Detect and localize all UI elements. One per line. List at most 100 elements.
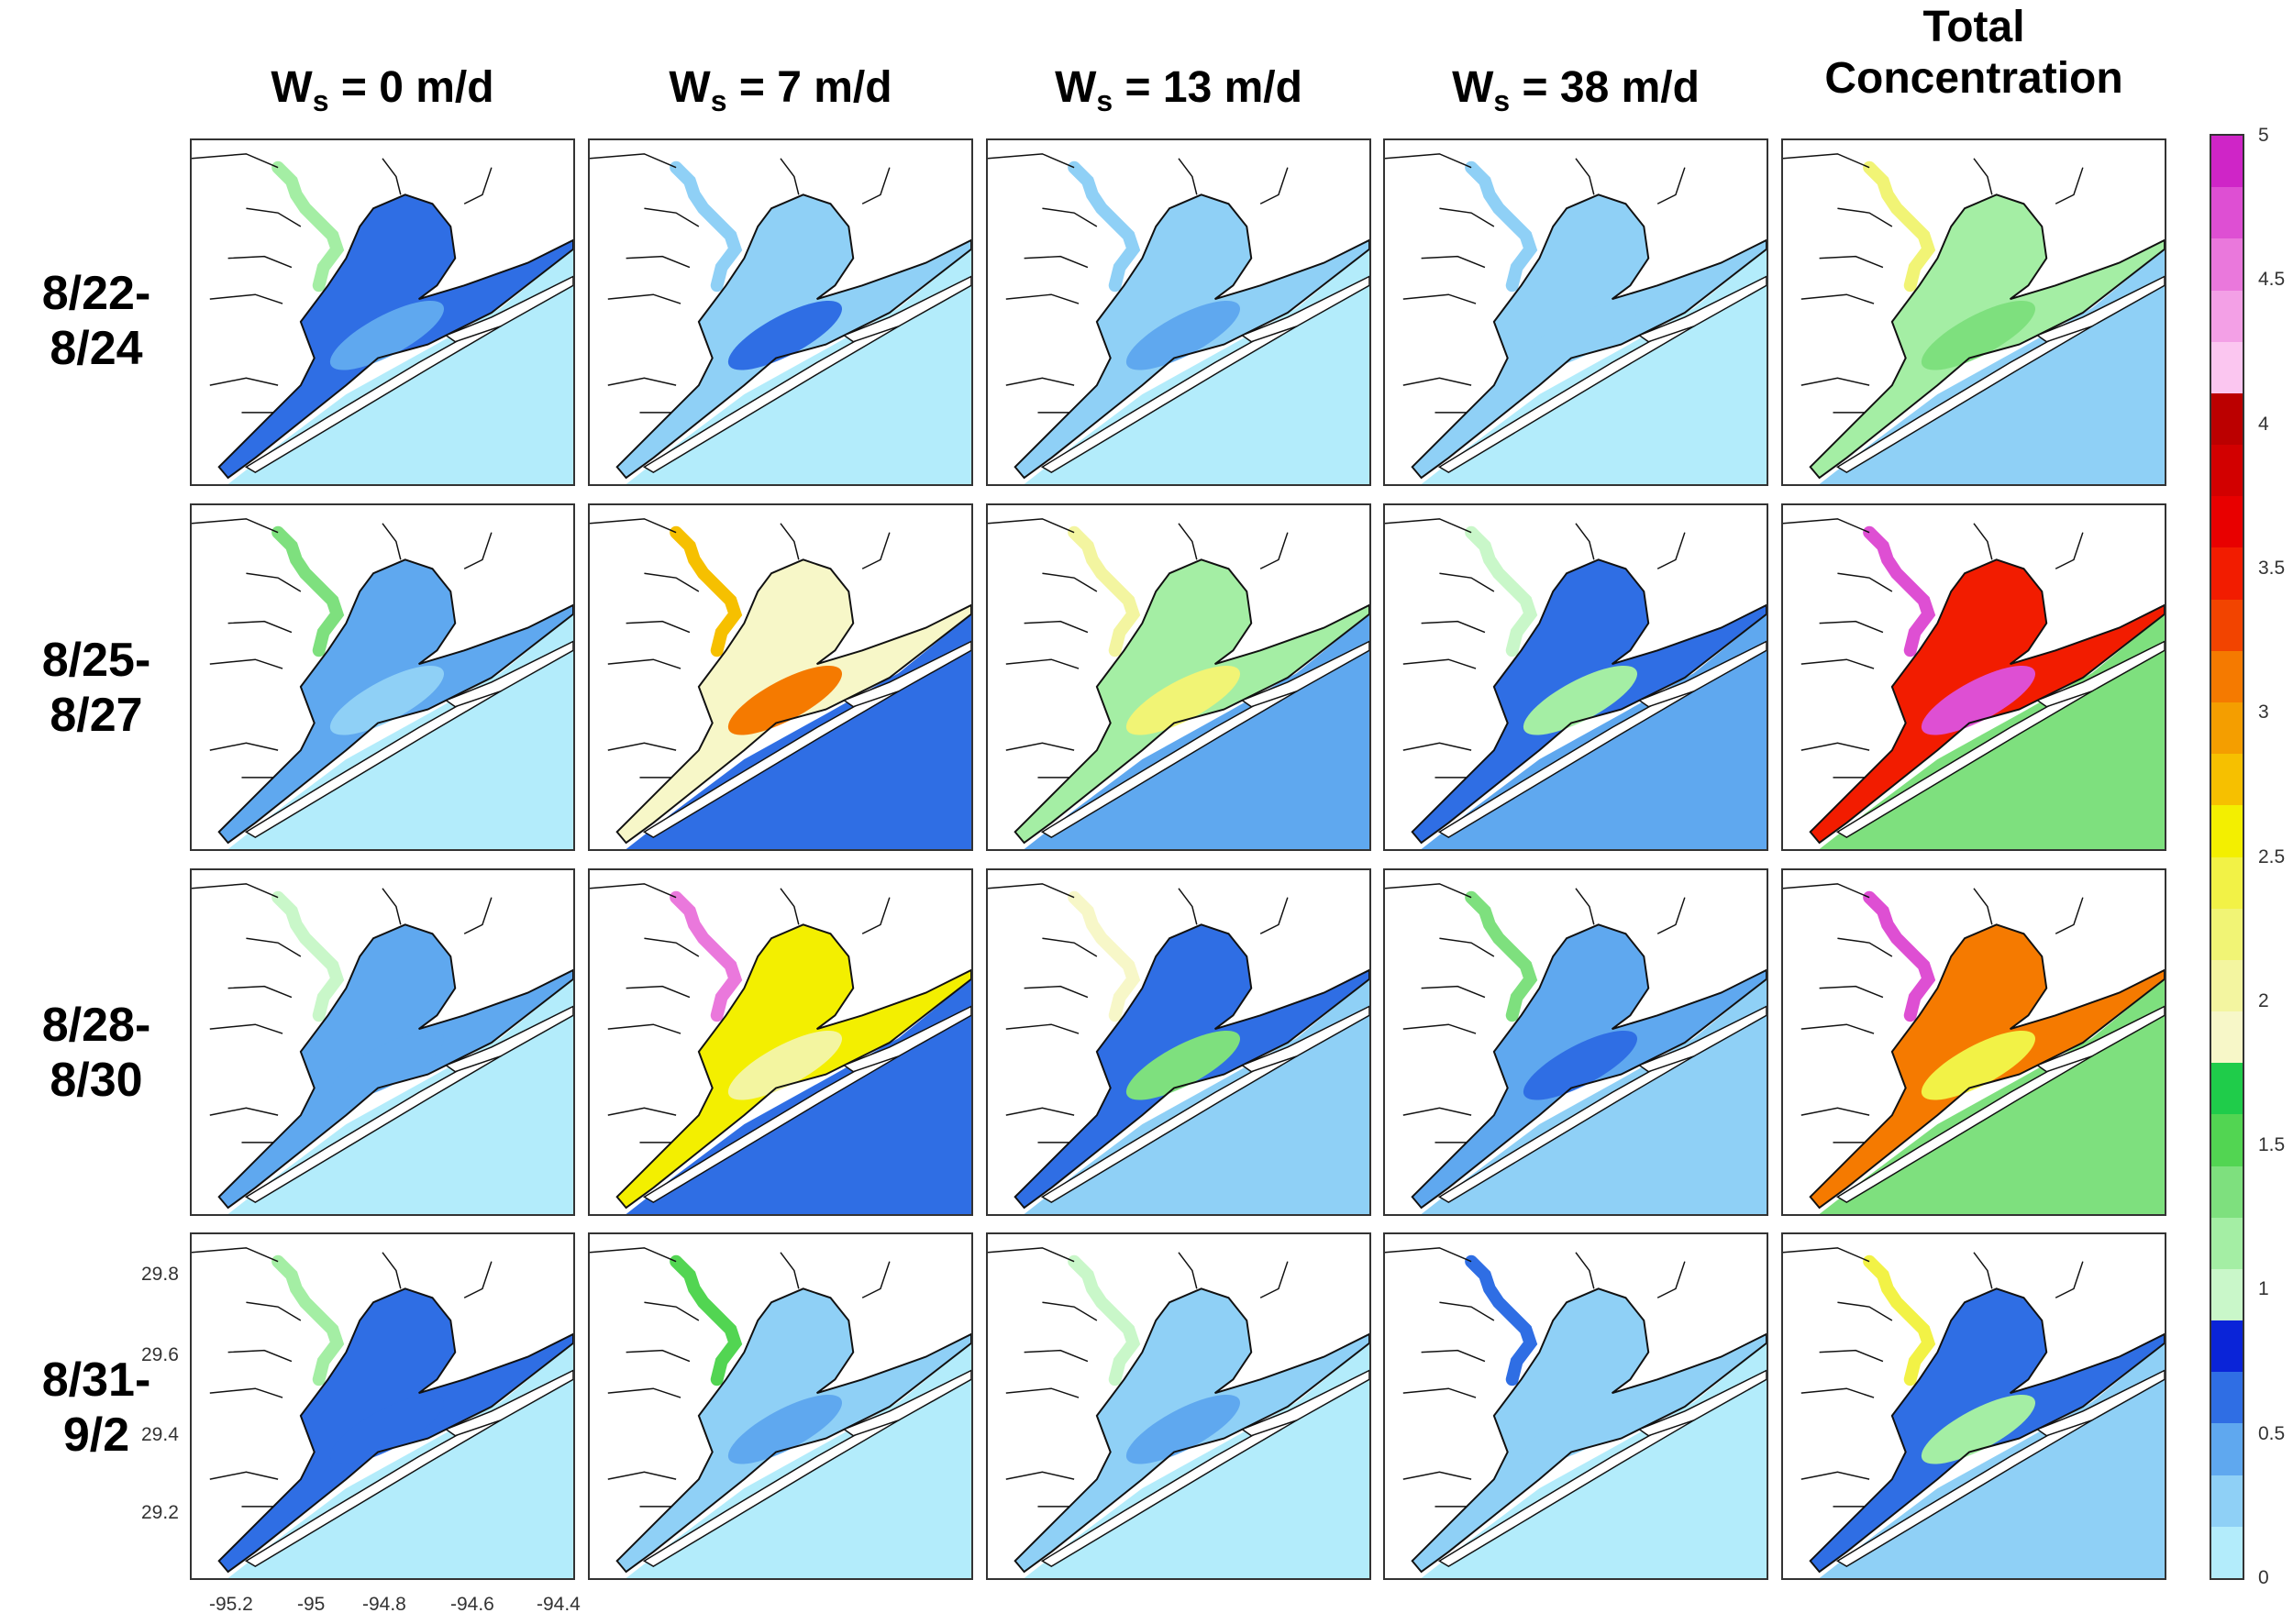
tributary-lines <box>192 153 493 414</box>
river-channel <box>271 1254 345 1386</box>
tributary-lines <box>988 153 1289 414</box>
colorbar-tick-label: 3.5 <box>2258 557 2286 579</box>
x-tick-94-6: -94.6 <box>450 1594 494 1615</box>
coastline <box>1014 923 1369 1210</box>
map-panel-r2-c1 <box>190 503 575 851</box>
peninsula <box>842 1369 971 1437</box>
x-tick-95-2: -95.2 <box>209 1594 253 1615</box>
coastline <box>217 193 573 480</box>
tributary-lines <box>590 153 891 414</box>
coastline <box>1809 923 2165 1210</box>
coastline <box>217 923 573 1210</box>
river-channel <box>1465 890 1538 1022</box>
tributary-lines <box>590 518 891 779</box>
colorbar-segment <box>2211 1268 2243 1321</box>
colorbar-tick-label: 0 <box>2258 1567 2269 1588</box>
map-panel-r3-c3 <box>986 868 1371 1216</box>
column-title-ws-7: Ws = 7 m/d <box>669 63 892 117</box>
colorbar-segment <box>2211 1526 2243 1578</box>
colorbar-segment <box>2211 1217 2243 1269</box>
channel-plume <box>1125 1030 1241 1100</box>
channel-plume <box>1125 300 1241 370</box>
row-label-1: 8/22- 8/24 <box>41 267 151 375</box>
channel-plume <box>1523 665 1638 735</box>
x-tick-94-8: -94.8 <box>362 1594 406 1615</box>
peninsula <box>1240 640 1369 708</box>
channel-plume <box>1921 1394 2036 1464</box>
y-tick-29-2: 29.2 <box>141 1502 179 1523</box>
peninsula <box>1637 1005 1767 1073</box>
row-label-2: 8/25- 8/27 <box>41 634 151 742</box>
tributary-lines <box>192 883 493 1143</box>
tributary-lines <box>988 1247 1289 1508</box>
colorbar-tick-label: 4.5 <box>2258 269 2286 291</box>
colorbar-segment <box>2211 341 2243 393</box>
channel-plume <box>1125 665 1241 735</box>
tributary-lines <box>1385 1247 1686 1508</box>
colorbar-segment <box>2211 445 2243 497</box>
colorbar-tick-label: 2 <box>2258 989 2269 1011</box>
peninsula <box>1240 1369 1369 1437</box>
y-tick-29-8: 29.8 <box>141 1264 179 1285</box>
colorbar-segment <box>2211 599 2243 651</box>
channel-plume <box>1125 1394 1241 1464</box>
colorbar-segment <box>2211 805 2243 857</box>
peninsula <box>842 640 971 708</box>
map-panel-r4-c2 <box>588 1232 973 1580</box>
colorbar-segment <box>2211 754 2243 806</box>
river-channel <box>670 525 743 657</box>
y-tick-29-4: 29.4 <box>141 1424 179 1445</box>
tributary-lines <box>192 1247 493 1508</box>
colorbar-segment <box>2211 856 2243 909</box>
coastline <box>615 923 971 1210</box>
colorbar-tick-label: 1 <box>2258 1278 2269 1300</box>
peninsula <box>444 275 573 343</box>
map-panel-r1-c1 <box>190 138 575 486</box>
peninsula <box>444 640 573 708</box>
river-channel <box>1068 890 1141 1022</box>
colorbar <box>2210 134 2244 1580</box>
tributary-lines <box>192 518 493 779</box>
colorbar-segment <box>2211 187 2243 239</box>
colorbar-tick-label: 2.5 <box>2258 845 2286 867</box>
channel-plume <box>329 300 445 370</box>
river-channel <box>1863 890 1936 1022</box>
channel-plume <box>329 665 445 735</box>
tributary-lines <box>1385 518 1686 779</box>
coastline <box>217 1287 573 1574</box>
column-title-total-concentration: Total Concentration <box>1824 3 2123 103</box>
colorbar-segment <box>2211 1011 2243 1064</box>
row-label-4: 8/31- 9/2 <box>41 1353 151 1462</box>
river-channel <box>1465 160 1538 293</box>
map-panel-r3-c4 <box>1383 868 1768 1216</box>
column-title-ws-38: Ws = 38 m/d <box>1452 63 1700 117</box>
channel-plume <box>329 1394 445 1464</box>
peninsula <box>1637 640 1767 708</box>
colorbar-segment <box>2211 1372 2243 1424</box>
colorbar-segment <box>2211 650 2243 702</box>
map-panel-r2-c4 <box>1383 503 1768 851</box>
peninsula <box>2035 275 2165 343</box>
coastline <box>1809 558 2165 845</box>
coastline <box>1411 558 1767 845</box>
colorbar-segment <box>2211 1320 2243 1373</box>
coastline <box>1014 558 1369 845</box>
map-panel-r2-c5 <box>1781 503 2166 851</box>
map-panel-r1-c2 <box>588 138 973 486</box>
river-channel <box>271 160 345 293</box>
coastline <box>1809 193 2165 480</box>
colorbar-tick-label: 3 <box>2258 702 2269 724</box>
map-panel-r1-c4 <box>1383 138 1768 486</box>
tributary-lines <box>1783 153 2084 414</box>
tributary-lines <box>1385 153 1686 414</box>
channel-plume <box>329 1030 445 1100</box>
tributary-lines <box>1385 883 1686 1143</box>
tributary-lines <box>1783 1247 2084 1508</box>
map-panel-r4-c1 <box>190 1232 575 1580</box>
peninsula <box>1240 275 1369 343</box>
map-panel-r3-c5 <box>1781 868 2166 1216</box>
coastline <box>615 558 971 845</box>
channel-plume <box>1523 1394 1638 1464</box>
peninsula <box>2035 640 2165 708</box>
coastline <box>615 193 971 480</box>
